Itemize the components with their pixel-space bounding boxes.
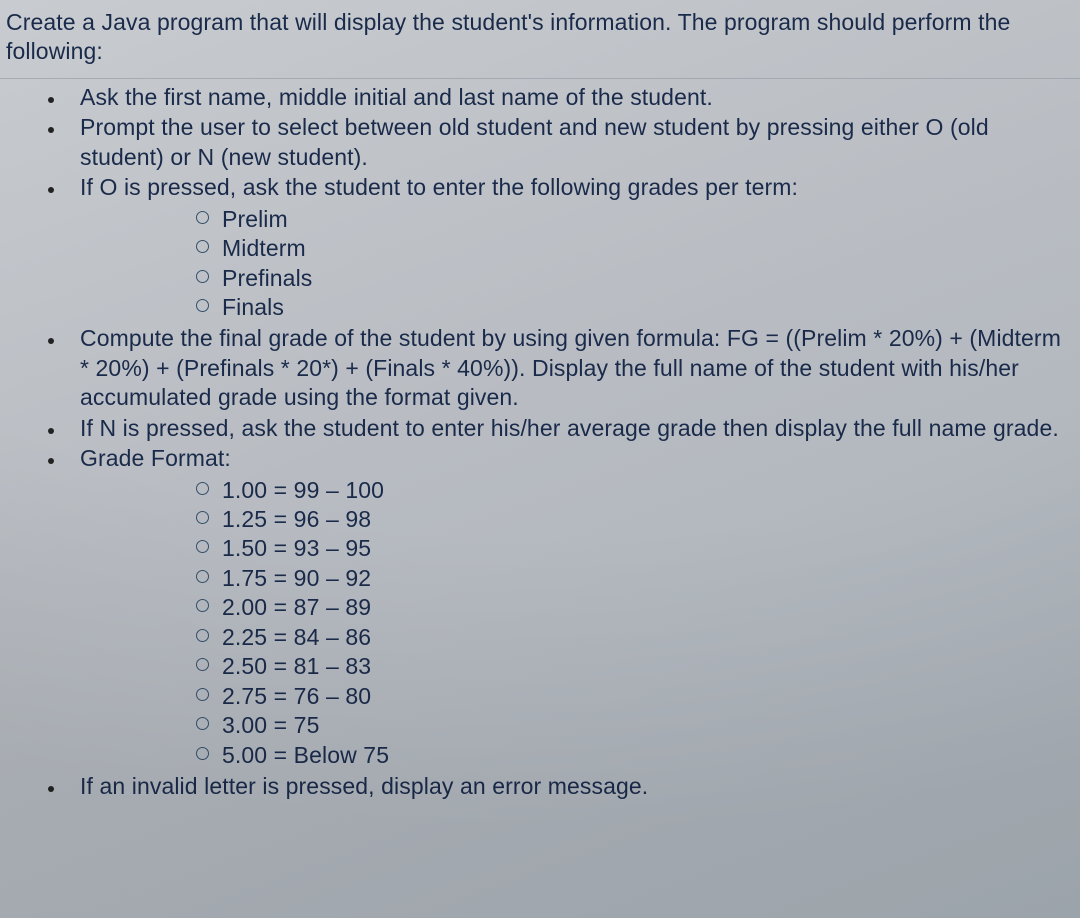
sub-bullet-list: Prelim Midterm Prefinals Finals [80, 205, 1062, 323]
sub-bullet-item: Prelim [196, 205, 1062, 234]
sub-bullet-text: 2.25 = 84 – 86 [222, 624, 371, 650]
bullet-text: Ask the first name, middle initial and l… [80, 84, 713, 110]
sub-bullet-text: 2.50 = 81 – 83 [222, 653, 371, 679]
sub-bullet-item: Midterm [196, 234, 1062, 263]
circle-icon [196, 688, 209, 701]
bullet-text: If O is pressed, ask the student to ente… [80, 174, 798, 200]
circle-icon [196, 570, 209, 583]
circle-icon [196, 629, 209, 642]
bullet-text: Prompt the user to select between old st… [80, 114, 989, 169]
intro-paragraph: Create a Java program that will display … [6, 8, 1062, 67]
sub-bullet-text: 1.75 = 90 – 92 [222, 565, 371, 591]
bullet-text: Grade Format: [80, 445, 231, 471]
sub-bullet-item: 1.00 = 99 – 100 [196, 476, 1062, 505]
sub-bullet-item: Finals [196, 293, 1062, 322]
circle-icon [196, 747, 209, 760]
bullet-text: Compute the final grade of the student b… [80, 325, 1061, 410]
bullet-item: Compute the final grade of the student b… [66, 324, 1062, 412]
sub-bullet-item: Prefinals [196, 264, 1062, 293]
sub-bullet-item: 2.50 = 81 – 83 [196, 652, 1062, 681]
circle-icon [196, 540, 209, 553]
bullet-item: Grade Format: 1.00 = 99 – 100 1.25 = 96 … [66, 444, 1062, 770]
sub-bullet-item: 2.75 = 76 – 80 [196, 682, 1062, 711]
circle-icon [196, 299, 209, 312]
circle-icon [196, 658, 209, 671]
sub-bullet-text: 1.00 = 99 – 100 [222, 477, 384, 503]
circle-icon [196, 211, 209, 224]
circle-icon [196, 717, 209, 730]
bullet-text: If N is pressed, ask the student to ente… [80, 415, 1059, 441]
sub-bullet-item: 2.00 = 87 – 89 [196, 593, 1062, 622]
bullet-item: Ask the first name, middle initial and l… [66, 83, 1062, 112]
bullet-text: If an invalid letter is pressed, display… [80, 773, 648, 799]
sub-bullet-text: 1.50 = 93 – 95 [222, 535, 371, 561]
sub-bullet-item: 5.00 = Below 75 [196, 741, 1062, 770]
main-bullet-list: Ask the first name, middle initial and l… [6, 83, 1062, 802]
sub-bullet-text: Prefinals [222, 265, 312, 291]
sub-bullet-text: Finals [222, 294, 284, 320]
sub-bullet-text: 2.75 = 76 – 80 [222, 683, 371, 709]
sub-bullet-text: 1.25 = 96 – 98 [222, 506, 371, 532]
horizontal-divider [0, 78, 1080, 79]
document-page: Create a Java program that will display … [0, 0, 1080, 801]
bullet-item: If N is pressed, ask the student to ente… [66, 414, 1062, 443]
sub-bullet-text: Midterm [222, 235, 306, 261]
circle-icon [196, 599, 209, 612]
sub-bullet-item: 3.00 = 75 [196, 711, 1062, 740]
sub-bullet-item: 1.75 = 90 – 92 [196, 564, 1062, 593]
circle-icon [196, 511, 209, 524]
bullet-item: If O is pressed, ask the student to ente… [66, 173, 1062, 322]
circle-icon [196, 482, 209, 495]
sub-bullet-item: 1.50 = 93 – 95 [196, 534, 1062, 563]
circle-icon [196, 270, 209, 283]
sub-bullet-text: 3.00 = 75 [222, 712, 319, 738]
sub-bullet-text: Prelim [222, 206, 288, 232]
sub-bullet-text: 2.00 = 87 – 89 [222, 594, 371, 620]
bullet-item: If an invalid letter is pressed, display… [66, 772, 1062, 801]
sub-bullet-list: 1.00 = 99 – 100 1.25 = 96 – 98 1.50 = 93… [80, 476, 1062, 770]
circle-icon [196, 240, 209, 253]
sub-bullet-item: 2.25 = 84 – 86 [196, 623, 1062, 652]
sub-bullet-item: 1.25 = 96 – 98 [196, 505, 1062, 534]
bullet-item: Prompt the user to select between old st… [66, 113, 1062, 172]
sub-bullet-text: 5.00 = Below 75 [222, 742, 389, 768]
